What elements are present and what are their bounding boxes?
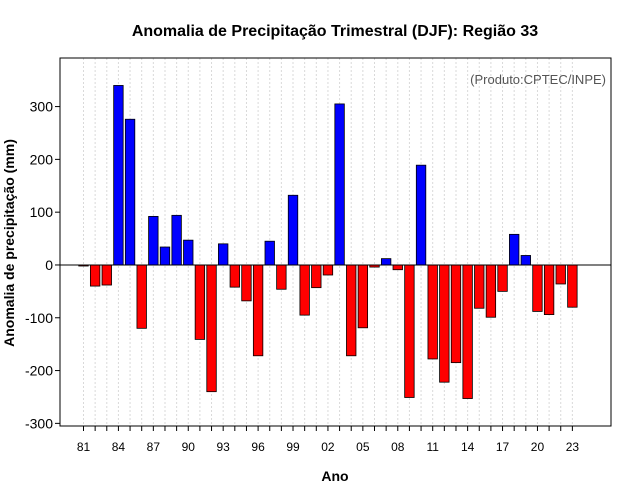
y-tick-label: 300 <box>30 99 54 115</box>
x-tick-label: 23 <box>566 440 580 454</box>
y-tick-label: -100 <box>25 310 53 326</box>
bar-1996 <box>252 264 264 357</box>
bar-2009 <box>404 264 415 398</box>
x-tick-label: 20 <box>531 440 545 454</box>
bar-1990 <box>183 239 194 266</box>
bar-2005 <box>357 264 369 329</box>
y-axis: 300 200 100 0 -100 -200 -300 <box>25 99 60 431</box>
x-tick-label: 84 <box>112 440 126 454</box>
bar-1984 <box>113 85 124 266</box>
bar-2016 <box>485 264 497 318</box>
bar-2021 <box>543 264 555 315</box>
bar-1989 <box>171 214 182 266</box>
bar-1985 <box>124 118 136 266</box>
bar-1983 <box>101 264 112 286</box>
bar-1994 <box>229 264 240 288</box>
x-tick-label: 05 <box>356 440 370 454</box>
bar-2013 <box>450 264 462 364</box>
bar-2012 <box>439 264 450 383</box>
x-tick-label: 87 <box>147 440 161 454</box>
bar-2022 <box>555 264 566 285</box>
chart-title: Anomalia de Precipitação Trimestral (DJF… <box>132 23 538 40</box>
y-axis-label: Anomalia de precipitação (mm) <box>1 139 17 347</box>
x-tick-label: 08 <box>391 440 405 454</box>
x-tick-label: 11 <box>426 440 439 454</box>
bar-2014 <box>462 264 473 399</box>
x-tick-label: 99 <box>286 440 300 454</box>
bar-2017 <box>497 264 508 292</box>
bar-2015 <box>474 264 485 309</box>
x-tick-label: 14 <box>461 440 475 454</box>
bar-2008 <box>392 264 403 271</box>
bar-2023 <box>567 264 578 308</box>
y-tick-label: 200 <box>30 151 54 167</box>
x-axis: 81 84 87 90 93 96 99 02 05 08 11 14 17 20 23 <box>77 426 580 454</box>
bar-2010 <box>415 164 427 266</box>
bar-1993 <box>218 243 229 266</box>
x-axis-label: Ano <box>321 468 348 484</box>
bar-2000 <box>299 264 310 316</box>
bar-2019 <box>520 255 531 266</box>
bar-2002 <box>322 264 334 276</box>
x-tick-label: 96 <box>251 440 265 454</box>
plot-frame <box>59 57 612 427</box>
bar-1998 <box>276 264 287 290</box>
y-tick-label: -200 <box>25 363 53 379</box>
x-tick-label: 81 <box>77 440 91 454</box>
bar-1999 <box>287 194 299 266</box>
x-tick-label: 17 <box>496 440 510 454</box>
bar-1987 <box>148 215 159 266</box>
bar-1986 <box>136 264 147 329</box>
bar-2020 <box>532 264 543 312</box>
y-tick-label: 0 <box>45 257 53 273</box>
bar-2007 <box>380 258 392 266</box>
bar-2001 <box>311 264 322 289</box>
bars <box>78 85 578 399</box>
bar-1995 <box>241 264 252 302</box>
bar-1982 <box>89 264 101 287</box>
x-tick-label: 02 <box>321 440 335 454</box>
bar-1992 <box>206 264 217 393</box>
x-tick-label: 90 <box>182 440 196 454</box>
bar-2003 <box>334 103 345 266</box>
y-tick-label: -300 <box>25 415 53 431</box>
bar-1997 <box>264 240 275 266</box>
bar-2004 <box>346 264 357 357</box>
bar-1988 <box>159 246 171 266</box>
credit-label: (Produto:CPTEC/INPE) <box>470 72 606 87</box>
bar-2018 <box>509 233 520 266</box>
x-tick-label: 93 <box>217 440 231 454</box>
bar-2011 <box>427 264 438 360</box>
bar-1991 <box>194 264 206 340</box>
y-tick-label: 100 <box>30 204 54 220</box>
